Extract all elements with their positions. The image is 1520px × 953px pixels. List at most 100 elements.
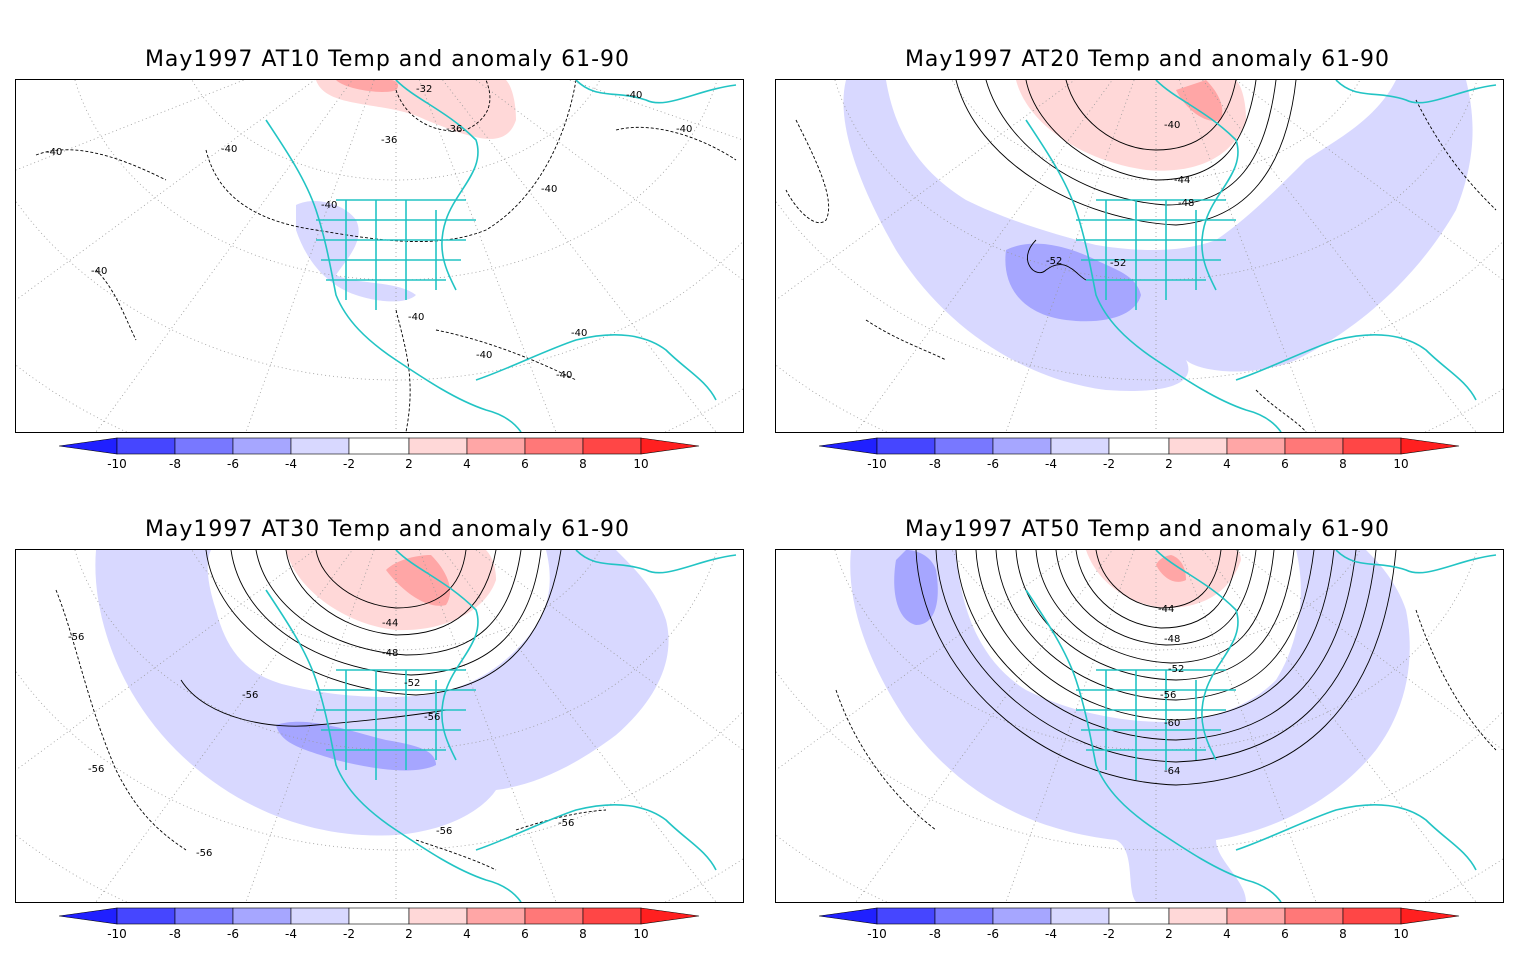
colorbar-tick: -4 [285,457,297,471]
latlon-grid [16,80,743,432]
map-svg: -44 -48 -52 -56 -60 -64 [776,550,1503,902]
colorbar-tick: -8 [169,927,181,941]
contour-label: -36 [446,124,462,135]
colorbar-tick: 2 [405,457,413,471]
colorbar-svg [818,907,1460,925]
contour-label: -36 [381,135,397,146]
colorbar-tick: 4 [463,457,471,471]
colorbar: -10 -8 -6 -4 -2 2 4 6 8 10 [58,907,701,943]
contour-label: -56 [424,712,440,723]
panel-title: May1997 AT50 Temp and anomaly 61-90 [904,517,1391,542]
colorbar-tick: 8 [579,927,587,941]
anomaly-shading [296,80,516,302]
contour-label: -48 [382,648,398,659]
contours [835,550,1497,831]
coastlines [265,550,737,902]
colorbar-tick: -8 [929,927,941,941]
contour-label: -40 [408,312,424,323]
colorbar: -10 -8 -6 -4 -2 2 4 6 8 10 [58,437,701,473]
colorbar-tick: -4 [1045,457,1057,471]
panel-at30: May1997 AT30 Temp and anomaly 61-90 [15,513,760,953]
colorbar-tick: 6 [1281,927,1289,941]
colorbar-tick: -2 [343,457,355,471]
contour-label: -52 [1168,664,1184,675]
colorbar-tick: -10 [867,927,887,941]
colorbar-tick: -6 [987,457,999,471]
contours [35,80,737,432]
contour-label: -40 [321,200,337,211]
coastlines [1025,80,1497,432]
contour-label: -56 [68,632,84,643]
contour-label: -56 [436,826,452,837]
colorbar-svg [58,907,700,925]
contour-label: -52 [1110,258,1126,269]
map-area: -44 -48 -52 -56 -60 -64 [775,549,1504,903]
colorbar-tick: 10 [633,927,649,941]
colorbar-tick: 6 [521,457,529,471]
colorbar-tick: 10 [1393,457,1409,471]
colorbar-tick: 2 [1165,927,1173,941]
colorbar: -10 -8 -6 -4 -2 2 4 6 8 10 [818,437,1461,473]
colorbar-tick: -10 [107,927,127,941]
contour-label: -56 [242,690,258,701]
colorbar-tick: 8 [579,457,587,471]
colorbar-tick: -2 [343,927,355,941]
contour-label: -40 [676,124,692,135]
contour-label: -48 [1164,634,1180,645]
contour-label: -40 [1164,120,1180,131]
contour-label: -32 [416,84,432,95]
contour-label: -40 [541,184,557,195]
map-svg: -44 -48 -52 -56 -56 -56 -56 -56 -56 -56 [16,550,743,902]
contour-label: -60 [1164,718,1180,729]
colorbar-tick: -6 [227,457,239,471]
panel-title: May1997 AT30 Temp and anomaly 61-90 [144,517,631,542]
colorbar-tick: -10 [107,457,127,471]
colorbar-tick: 6 [521,927,529,941]
map-svg: -40 -44 -48 -52 -52 [776,80,1503,432]
colorbar-tick: -8 [929,457,941,471]
map-area: -40 -44 -48 -52 -52 [775,79,1504,433]
colorbar-tick: -6 [227,927,239,941]
anomaly-shading [843,80,1473,391]
contours [55,550,607,871]
colorbar-tick: 6 [1281,457,1289,471]
contour-label: -44 [1158,604,1174,615]
contour-label: -48 [1178,198,1194,209]
panel-at10: May1997 AT10 Temp and anomaly 61-90 [15,43,760,483]
panel-at50: May1997 AT50 Temp and anomaly 61-90 [775,513,1520,953]
map-svg: -32 -36 -36 -40 -40 -40 -40 -40 -40 -40 … [16,80,743,432]
contour-label: -52 [1046,256,1062,267]
colorbar-tick: -2 [1103,927,1115,941]
contour-labels: -32 -36 -36 -40 -40 -40 -40 -40 -40 -40 … [46,84,692,381]
panel-at20: May1997 AT20 Temp and anomaly 61-90 [775,43,1520,483]
panel-title: May1997 AT10 Temp and anomaly 61-90 [144,47,631,72]
colorbar-tick: -2 [1103,457,1115,471]
contour-label: -56 [1160,690,1176,701]
colorbar-tick: -8 [169,457,181,471]
contour-labels: -40 -44 -48 -52 -52 [1046,120,1194,269]
contour-label: -40 [571,328,587,339]
colorbar-tick: 8 [1339,927,1347,941]
colorbar-svg [58,437,700,455]
contour-label: -40 [556,370,572,381]
colorbar-tick: -10 [867,457,887,471]
colorbar-tick: -4 [285,927,297,941]
coastlines [265,80,737,432]
contour-label: -44 [1174,175,1190,186]
colorbar-tick: 8 [1339,457,1347,471]
anomaly-shading [850,550,1410,902]
colorbar-tick: 4 [1223,457,1231,471]
contour-labels: -44 -48 -52 -56 -60 -64 [1158,604,1184,777]
colorbar-tick: 2 [1165,457,1173,471]
contour-label: -56 [558,818,574,829]
panel-title: May1997 AT20 Temp and anomaly 61-90 [904,47,1391,72]
contour-label: -40 [91,266,107,277]
colorbar-tick: 10 [633,457,649,471]
colorbar-tick: -4 [1045,927,1057,941]
colorbar: -10 -8 -6 -4 -2 2 4 6 8 10 [818,907,1461,943]
coastlines [1025,550,1497,902]
contour-label: -40 [626,90,642,101]
colorbar-tick: 4 [463,927,471,941]
contour-label: -40 [221,144,237,155]
contour-label: -64 [1164,766,1180,777]
